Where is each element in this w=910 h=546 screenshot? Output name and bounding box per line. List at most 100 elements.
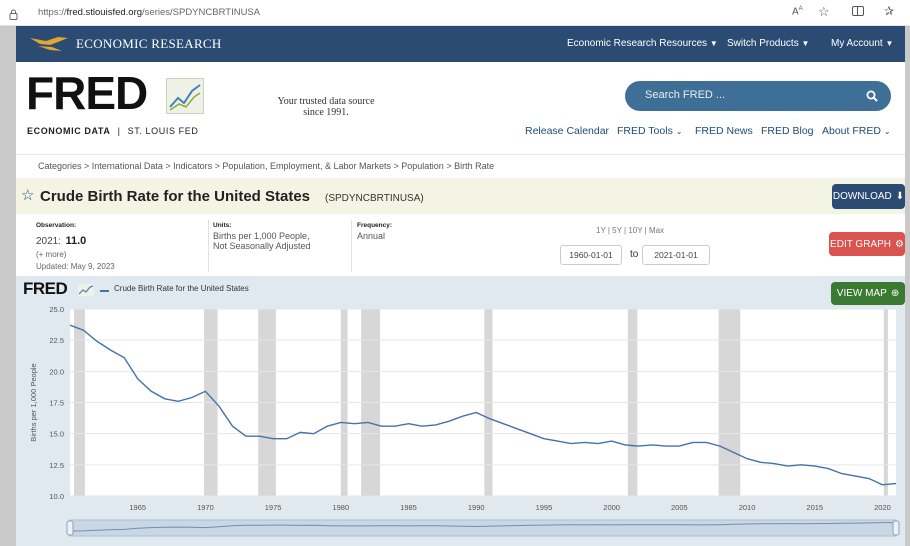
frequency-value: Annual: [357, 231, 386, 241]
birth-rate-chart[interactable]: 10.0 12.5 15.0 17.5 20.0 22.5 25.0 1965 1970 1975…: [16, 276, 905, 546]
series-code: (SPDYNCBRTINUSA): [325, 193, 424, 204]
breadcrumb: Categories > International Data > Indica…: [16, 154, 905, 178]
st-louis-fed-label: ST. LOUIS FED: [127, 126, 199, 136]
favorite-star-icon[interactable]: ☆: [818, 4, 830, 19]
chart-fred-logo: FRED: [23, 279, 68, 298]
y-tick-label: 10.0: [49, 492, 64, 501]
page-title: Crude Birth Rate for the United States: [40, 188, 311, 205]
nav-fred-news[interactable]: FRED News: [695, 125, 753, 137]
nav-item-label: My Account: [831, 38, 883, 49]
end-date-value: 2021-01-01: [654, 250, 698, 260]
series-meta: Observation: 2021: 11.0 (+ more) Updated…: [16, 214, 905, 276]
url-field[interactable]: https://fred.stlouisfed.org/series/SPDYN…: [38, 7, 260, 21]
economic-research-brand[interactable]: ECONOMIC RESEARCH: [76, 36, 222, 51]
end-date-input[interactable]: 2021-01-01: [642, 245, 710, 265]
range-navigator: [69, 519, 897, 537]
breadcrumb-indicators[interactable]: Indicators: [173, 161, 213, 171]
chevron-down-icon: ⌄: [675, 127, 683, 136]
url-path: /series/SPDYNCBRTINUSA: [142, 7, 261, 18]
breadcrumb-population-employment[interactable]: Population, Employment, & Labor Markets: [222, 161, 391, 171]
view-map-label: VIEW MAP: [836, 288, 887, 299]
x-tick-label: 1970: [197, 503, 214, 512]
fred-logo-subtitle: ECONOMIC DATA | ST. LOUIS FED: [27, 126, 198, 136]
nav-item-label: Switch Products: [727, 38, 799, 49]
breadcrumb-categories[interactable]: Categories: [38, 161, 82, 171]
nav-release-calendar[interactable]: Release Calendar: [525, 125, 610, 137]
breadcrumb-birth-rate[interactable]: Birth Rate: [454, 161, 495, 171]
x-tick-label: 1990: [468, 503, 485, 512]
x-tick-label: 2010: [739, 503, 756, 512]
x-tick-label: 2000: [603, 503, 620, 512]
range-handle-left[interactable]: [66, 520, 74, 536]
search-input[interactable]: Search FRED ...: [625, 81, 891, 111]
to-label: to: [630, 249, 639, 260]
split-screen-icon[interactable]: [852, 6, 864, 16]
url-host: fred.stlouisfed.org: [66, 7, 143, 18]
breadcrumb-population[interactable]: Population: [401, 161, 444, 171]
units-line-1: Births per 1,000 People,: [213, 231, 310, 241]
nav-switch-products[interactable]: Switch Products ▼: [727, 38, 809, 49]
chart-panel: FRED Crude Birth Rate for the United Sta…: [16, 276, 905, 546]
divider: [351, 220, 352, 272]
y-tick-label: 15.0: [49, 430, 64, 439]
chevron-down-icon: ▼: [885, 39, 894, 48]
search-placeholder: Search FRED ...: [645, 89, 726, 101]
chevron-down-icon: ⌄: [883, 127, 891, 136]
tagline-line-2: since 1991.: [303, 107, 349, 118]
gear-icon: ⚙: [894, 238, 904, 250]
y-axis-label: Births per 1,000 People: [29, 363, 38, 441]
nav-my-account[interactable]: My Account ▼: [831, 38, 893, 49]
range-links[interactable]: 1Y | 5Y | 10Y | Max: [596, 226, 665, 235]
x-tick-label: 1980: [332, 503, 349, 512]
y-tick-label: 22.5: [49, 336, 64, 345]
tagline-line-1: Your trusted data source: [277, 96, 375, 107]
units-line-2: Not Seasonally Adjusted: [213, 241, 311, 251]
navigator-series-line: [69, 522, 897, 532]
fred-logo[interactable]: FRED: [26, 68, 206, 122]
download-label: DOWNLOAD: [832, 191, 892, 202]
frequency-label: Frequency:: [357, 222, 393, 229]
logo-separator: |: [117, 126, 121, 136]
left-window-edge: [0, 26, 16, 546]
range-handle-right[interactable]: [892, 520, 900, 536]
observation-date: 2021:: [36, 236, 62, 247]
units-label: Units:: [213, 222, 232, 229]
right-window-edge: [905, 26, 910, 546]
url-prefix: https://: [38, 7, 67, 18]
read-aloud-icon[interactable]: AA: [792, 6, 803, 18]
more-observations-link[interactable]: (+ more): [36, 250, 67, 259]
y-tick-label: 25.0: [49, 305, 64, 314]
economic-data-label: ECONOMIC DATA: [27, 126, 111, 136]
download-button[interactable]: DOWNLOAD ⬇: [832, 184, 905, 209]
mini-trend-icon: [78, 283, 94, 301]
y-tick-label: 17.5: [49, 399, 64, 408]
favorites-bar-icon[interactable]: ✰: [884, 4, 895, 18]
search-icon[interactable]: [866, 89, 878, 107]
tagline: Your trusted data source since 1991.: [246, 96, 406, 118]
x-tick-label: 2005: [671, 503, 688, 512]
nav-economic-research-resources[interactable]: Economic Research Resources ▼: [567, 38, 718, 49]
updated-date: Updated: May 9, 2023: [36, 262, 115, 271]
x-tick-label: 2015: [806, 503, 823, 512]
birth-rate-series-line: [69, 324, 897, 486]
legend-line-swatch: [100, 290, 109, 292]
browser-address-bar: https://fred.stlouisfed.org/series/SPDYN…: [0, 0, 910, 26]
view-map-button[interactable]: VIEW MAP ⊕: [831, 282, 905, 305]
favorite-star-icon[interactable]: ☆: [21, 187, 35, 204]
nav-fred-blog[interactable]: FRED Blog: [761, 125, 814, 137]
nav-item-label: FRED Tools: [617, 125, 673, 137]
nav-fred-tools[interactable]: FRED Tools ⌄: [617, 125, 682, 137]
legend-label: Crude Birth Rate for the United States: [114, 284, 249, 293]
nav-about-fred[interactable]: About FRED ⌄: [822, 125, 891, 137]
x-tick-label: 1965: [129, 503, 146, 512]
breadcrumb-international-data[interactable]: International Data: [91, 161, 163, 171]
start-date-value: 1960-01-01: [569, 250, 613, 260]
nav-item-label: About FRED: [822, 125, 881, 137]
start-date-input[interactable]: 1960-01-01: [560, 245, 622, 265]
eagle-logo-icon[interactable]: [28, 32, 70, 61]
divider: [208, 220, 209, 272]
observation-label: Observation:: [36, 222, 77, 229]
edit-graph-button[interactable]: EDIT GRAPH ⚙: [829, 232, 905, 256]
x-tick-label: 2020: [874, 503, 891, 512]
chevron-down-icon: ▼: [801, 39, 810, 48]
